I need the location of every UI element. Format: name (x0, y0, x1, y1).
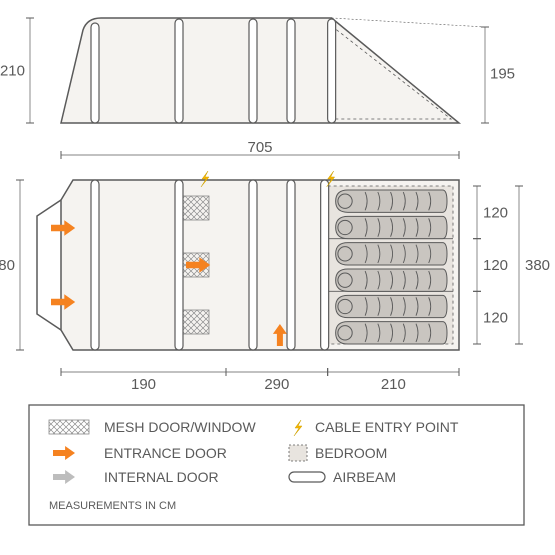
arrow-icon (53, 446, 75, 460)
legend-internal: INTERNAL DOOR (104, 469, 219, 485)
airbeam (287, 19, 295, 123)
dim-label: 290 (264, 376, 289, 393)
dim-label: 210 (381, 376, 406, 393)
legend-cable: CABLE ENTRY POINT (315, 419, 459, 435)
side-outline (61, 18, 459, 123)
dim-label: 120 (483, 257, 508, 274)
dim-label: 195 (490, 66, 515, 83)
sleepbag-icon (336, 216, 447, 238)
legend-entrance: ENTRANCE DOOR (104, 445, 227, 461)
legend-bedroom: BEDROOM (315, 445, 387, 461)
dim-label: 120 (483, 204, 508, 221)
legend-note: MEASUREMENTS IN CM (49, 500, 176, 512)
dim-label: 705 (247, 139, 272, 156)
dim-label: 280 (0, 257, 15, 274)
dim-label: 380 (525, 257, 550, 274)
airbeam (175, 180, 183, 350)
airbeam (321, 180, 329, 350)
airbeam (249, 19, 257, 123)
dim-label: 120 (483, 310, 508, 327)
airbeam (91, 180, 99, 350)
legend-mesh: MESH DOOR/WINDOW (104, 419, 256, 435)
arrow-icon (53, 470, 75, 484)
legend-airbeam: AIRBEAM (333, 469, 396, 485)
sleepbag-icon (336, 322, 447, 344)
dim-label: 190 (131, 376, 156, 393)
mesh-icon (49, 420, 89, 434)
airbeam (175, 19, 183, 123)
sleepbag-icon (336, 243, 447, 265)
sleepbag-icon (336, 269, 447, 291)
sleepbag-icon (336, 190, 447, 212)
airbeam (328, 19, 336, 123)
bolt-icon (294, 420, 302, 436)
airbeam (249, 180, 257, 350)
sleepbag-icon (336, 295, 447, 317)
airbeam (287, 180, 295, 350)
dim-label: 210 (0, 63, 25, 80)
airbeam (91, 23, 99, 123)
